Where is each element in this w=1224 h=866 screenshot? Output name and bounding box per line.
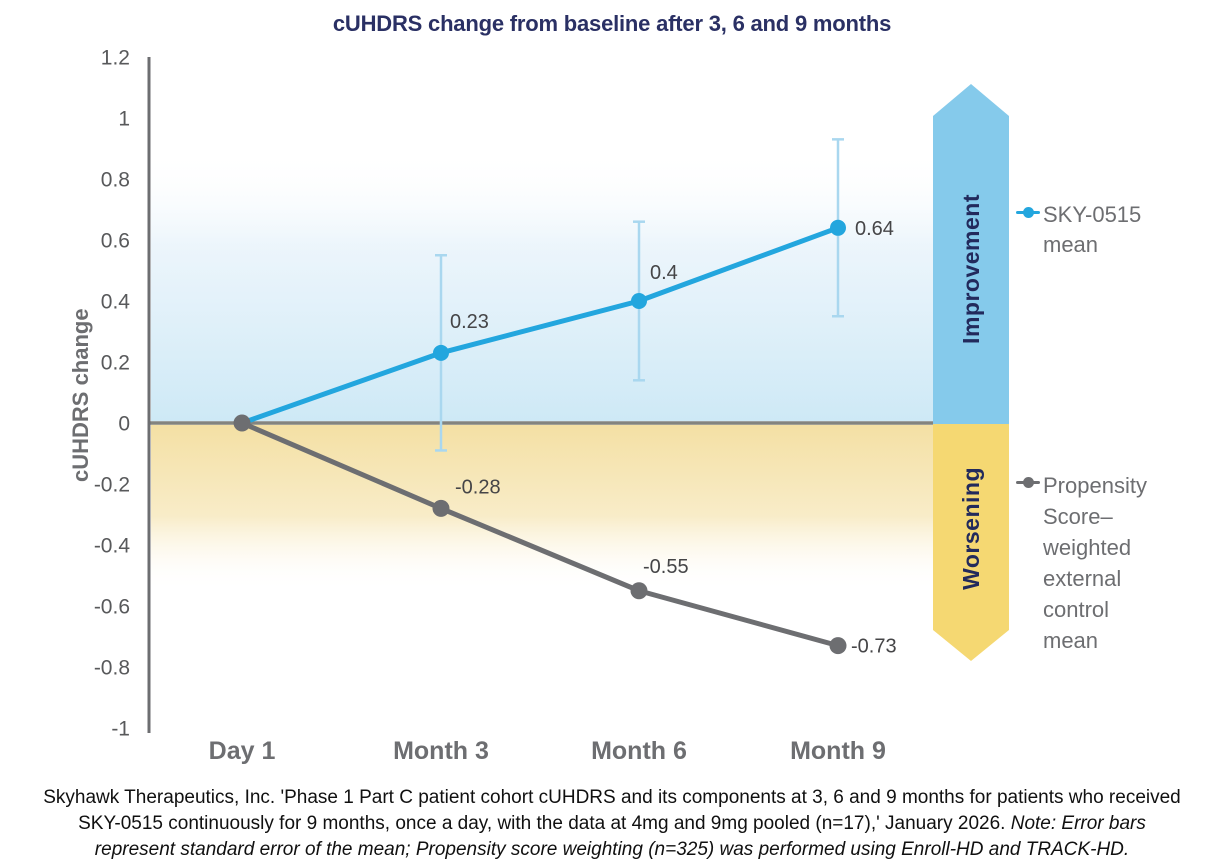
sky-series-label: SKY-0515 mean	[1043, 202, 1142, 257]
improvement-arrow-label: Improvement	[957, 194, 984, 344]
data-point	[829, 637, 847, 655]
source-citation: Skyhawk Therapeutics, Inc. 'Phase 1 Part…	[39, 785, 1185, 863]
legend-item-external-control: Propensity Score–weighted external contr…	[1016, 470, 1169, 656]
y-tick-label: 0.2	[101, 352, 130, 375]
y-tick-label: -1	[111, 718, 130, 741]
plot-area: 1.2 1 0.8 0.6 0.4 0.2 0 -0.2 -0.4 -0.6 -0.8 -1 Day 1…	[94, 47, 935, 765]
citation-note: Note: Error bars represent standard erro…	[94, 813, 1146, 860]
data-point-label: 0.4	[650, 262, 678, 284]
y-tick-label: 0.8	[101, 169, 130, 192]
y-tick-label: -0.2	[94, 474, 130, 497]
data-point	[630, 582, 648, 600]
y-tick-label: -0.4	[94, 535, 131, 558]
x-tick-label: Month 6	[591, 737, 687, 765]
data-point-label: -0.73	[851, 636, 897, 658]
x-tick-label: Day 1	[209, 737, 276, 765]
x-tick-label: Month 3	[393, 737, 489, 765]
y-tick-label: -0.8	[94, 657, 130, 680]
data-point	[432, 499, 450, 517]
series-line-control	[239, 420, 841, 649]
control-series-marker-icon	[1016, 477, 1040, 488]
data-point	[631, 293, 647, 309]
series-line-sky	[239, 225, 841, 426]
data-point	[233, 414, 251, 432]
y-tick-label: 1.2	[101, 47, 130, 70]
y-tick-label: 0	[118, 413, 130, 436]
worsening-arrow: Worsening	[933, 424, 1009, 661]
data-point-label: -0.55	[643, 556, 689, 578]
control-series-label: Propensity Score–weighted external contr…	[1043, 473, 1147, 653]
data-point-label: 0.64	[855, 218, 894, 240]
improvement-region	[151, 150, 935, 422]
y-tick-label: 0.4	[101, 291, 131, 314]
y-tick-label: 0.6	[101, 230, 130, 253]
data-point-label: -0.28	[455, 476, 501, 498]
sky-series-marker-icon	[1016, 207, 1040, 218]
worsening-region	[151, 424, 935, 591]
data-point	[830, 219, 846, 236]
legend-item-sky-0515: SKY-0515 mean	[1016, 200, 1183, 260]
x-tick-label: Month 9	[790, 737, 886, 765]
worsening-arrow-label: Worsening	[957, 467, 984, 590]
improvement-arrow: Improvement	[933, 84, 1009, 424]
citation-text: Skyhawk Therapeutics, Inc. 'Phase 1 Part…	[43, 787, 1181, 834]
y-tick-label: -0.6	[94, 596, 130, 619]
chart-title: cUHDRS change from baseline after 3, 6 a…	[332, 11, 892, 36]
y-tick-label: 1	[118, 108, 130, 131]
data-point-label: 0.23	[450, 311, 489, 333]
data-point	[433, 344, 449, 361]
